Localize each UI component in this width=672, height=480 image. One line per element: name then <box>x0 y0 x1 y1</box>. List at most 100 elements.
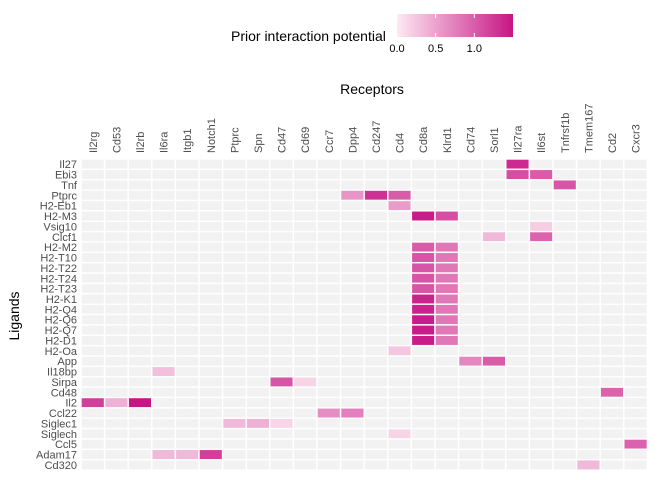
heatmap-cell <box>481 355 507 368</box>
heatmap-cell-empty <box>245 376 271 388</box>
heatmap-cell-empty <box>151 293 177 305</box>
heatmap-cell-empty <box>363 210 389 222</box>
heatmap-cell-empty <box>623 355 649 368</box>
heatmap-cell-empty <box>457 293 483 305</box>
y-tick-label: Il2 <box>65 398 77 410</box>
heatmap-cell-empty <box>292 303 318 316</box>
heatmap-cell-empty <box>528 386 554 399</box>
heatmap-cell-empty <box>410 438 436 451</box>
heatmap-cell-empty <box>245 210 271 222</box>
heatmap-cell-empty <box>151 220 177 233</box>
heatmap-cell-empty <box>174 189 200 202</box>
heatmap-cell-empty <box>269 189 295 202</box>
heatmap-cell-empty <box>363 396 389 409</box>
y-axis-ticks: Il27Ebi3TnfPtprcH2-Eb1H2-M3Vsig10Clcf1H2… <box>36 159 78 472</box>
heatmap-cell-empty <box>221 355 247 368</box>
heatmap-cell-empty <box>505 427 531 440</box>
heatmap-cell-empty <box>528 303 554 316</box>
legend-title: Prior interaction potential <box>231 28 386 44</box>
heatmap-cell-empty <box>269 344 295 357</box>
heatmap-cell-empty <box>363 355 389 368</box>
heatmap-cell-empty <box>599 376 625 388</box>
heatmap-cell-empty <box>198 210 224 222</box>
heatmap-cell-empty <box>151 282 177 295</box>
heatmap-cell-empty <box>505 262 531 274</box>
heatmap-cell-empty <box>505 303 531 316</box>
heatmap-cell-empty <box>292 241 318 254</box>
heatmap-cell-empty <box>528 344 554 357</box>
heatmap-cell-empty <box>127 230 153 243</box>
heatmap-cell-empty <box>316 179 342 191</box>
heatmap-cell-empty <box>245 262 271 274</box>
heatmap-cell-empty <box>292 459 318 471</box>
heatmap-cell-empty <box>599 407 625 419</box>
heatmap-cell-empty <box>387 179 413 191</box>
heatmap-cell-empty <box>103 417 129 430</box>
heatmap-cell-empty <box>103 427 129 440</box>
heatmap-cell-empty <box>552 396 578 409</box>
x-tick-label: Sorl1 <box>489 127 501 153</box>
heatmap-cell-empty <box>198 324 224 336</box>
heatmap-cell-empty <box>623 334 649 347</box>
heatmap-cell-empty <box>80 407 106 419</box>
heatmap-cell-empty <box>151 210 177 222</box>
heatmap-cell-empty <box>80 324 106 336</box>
heatmap-cell-empty <box>623 179 649 191</box>
heatmap-cell-empty <box>457 179 483 191</box>
heatmap-cell-empty <box>481 220 507 233</box>
heatmap-cell-empty <box>387 241 413 254</box>
heatmap-cell-empty <box>316 396 342 409</box>
heatmap-cell-empty <box>505 334 531 347</box>
heatmap-cell-empty <box>269 262 295 274</box>
heatmap-cell-empty <box>316 324 342 336</box>
heatmap-cell-empty <box>174 272 200 285</box>
heatmap-cell-empty <box>552 158 578 171</box>
heatmap-cell-empty <box>269 438 295 451</box>
heatmap-cell-empty <box>245 199 271 212</box>
heatmap-cell-empty <box>174 459 200 471</box>
heatmap-cell <box>410 313 436 326</box>
heatmap-cell-empty <box>151 158 177 171</box>
heatmap-cell-empty <box>457 303 483 316</box>
heatmap-cell-empty <box>103 448 129 461</box>
heatmap-cell-empty <box>457 220 483 233</box>
heatmap-cell-empty <box>434 168 460 181</box>
heatmap-cell-empty <box>151 272 177 285</box>
heatmap-cell-empty <box>269 448 295 461</box>
heatmap-cell-empty <box>623 324 649 336</box>
x-tick-label: Cxcr3 <box>631 124 643 153</box>
heatmap-cell-empty <box>599 199 625 212</box>
heatmap-cell-empty <box>481 313 507 326</box>
heatmap-cell-empty <box>552 189 578 202</box>
heatmap-cell <box>434 241 460 254</box>
heatmap-cell-empty <box>292 344 318 357</box>
heatmap-cell-empty <box>103 241 129 254</box>
heatmap-cell-empty <box>575 365 601 378</box>
heatmap-cell-empty <box>387 376 413 388</box>
y-tick-label: Ebi3 <box>55 170 77 182</box>
heatmap-cell-empty <box>599 365 625 378</box>
x-tick-label: Tnfrsf1b <box>560 113 572 153</box>
heatmap-cell-empty <box>575 407 601 419</box>
heatmap-cell-empty <box>221 168 247 181</box>
heatmap-cell-empty <box>552 407 578 419</box>
heatmap-cell-empty <box>127 407 153 419</box>
heatmap-cell-empty <box>269 293 295 305</box>
heatmap-cell-empty <box>434 427 460 440</box>
heatmap-cell-empty <box>221 230 247 243</box>
heatmap-cell-empty <box>575 386 601 399</box>
heatmap-cell-empty <box>599 210 625 222</box>
heatmap-cell-empty <box>339 459 365 471</box>
heatmap-cell-empty <box>103 313 129 326</box>
heatmap-cell-empty <box>316 262 342 274</box>
heatmap-cell-empty <box>269 199 295 212</box>
heatmap-cell-empty <box>245 189 271 202</box>
heatmap-cell-empty <box>623 417 649 430</box>
heatmap-cell-empty <box>269 396 295 409</box>
heatmap-cell-empty <box>127 438 153 451</box>
heatmap-cell-empty <box>481 241 507 254</box>
heatmap-cell-empty <box>198 303 224 316</box>
y-tick-label: Vsig10 <box>43 221 77 233</box>
heatmap-cell-empty <box>103 210 129 222</box>
heatmap-cell-empty <box>174 324 200 336</box>
